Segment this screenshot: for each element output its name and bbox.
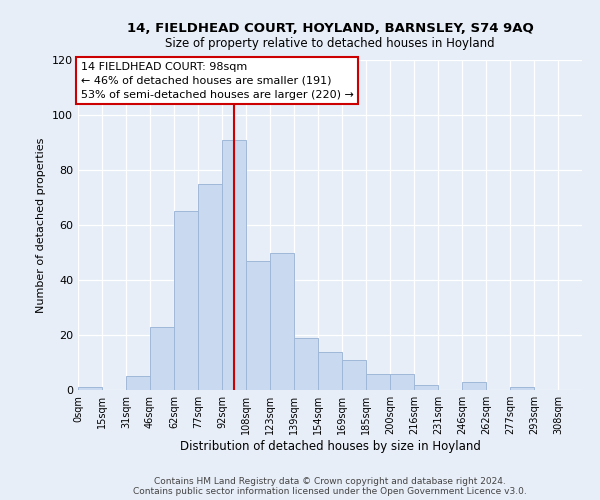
Bar [222,140,246,390]
Text: 14 FIELDHEAD COURT: 98sqm
← 46% of detached houses are smaller (191)
53% of semi: 14 FIELDHEAD COURT: 98sqm ← 46% of detac… [80,62,353,100]
X-axis label: Distribution of detached houses by size in Hoyland: Distribution of detached houses by size … [179,440,481,453]
Bar [462,382,486,390]
Text: Size of property relative to detached houses in Hoyland: Size of property relative to detached ho… [165,38,495,51]
Bar [318,352,342,390]
Text: Contains HM Land Registry data © Crown copyright and database right 2024.: Contains HM Land Registry data © Crown c… [154,478,506,486]
Bar [270,252,294,390]
Bar [366,374,390,390]
Text: 14, FIELDHEAD COURT, HOYLAND, BARNSLEY, S74 9AQ: 14, FIELDHEAD COURT, HOYLAND, BARNSLEY, … [127,22,533,36]
Bar [198,184,222,390]
Bar [126,376,150,390]
Bar [246,261,270,390]
Bar [150,327,174,390]
Bar [174,211,198,390]
Bar [390,374,414,390]
Bar [78,387,102,390]
Y-axis label: Number of detached properties: Number of detached properties [37,138,46,312]
Bar [510,387,534,390]
Bar [294,338,318,390]
Bar [414,384,438,390]
Bar [342,360,366,390]
Text: Contains public sector information licensed under the Open Government Licence v3: Contains public sector information licen… [133,488,527,496]
